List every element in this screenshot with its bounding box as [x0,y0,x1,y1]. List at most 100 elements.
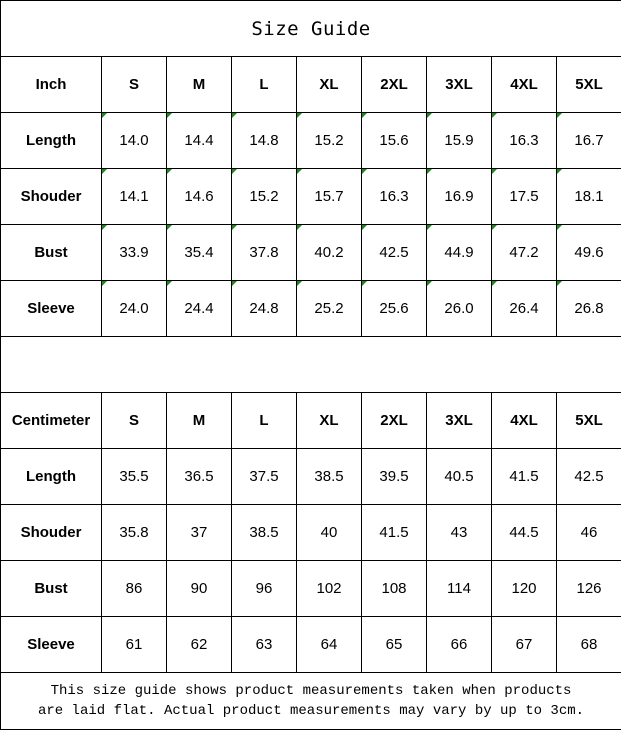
measurement-cell-text: 26.8 [574,300,604,317]
measurement-cell-text: 37.5 [249,468,279,485]
number-as-text-flag-icon [362,225,367,230]
inch-row-shouder: Shouder 14.1 14.6 15.2 15.7 16.3 16.9 17.5 18.1 [0,168,621,225]
measurement-cell: 26.0 [426,280,492,337]
number-as-text-flag-icon [362,281,367,286]
measurement-cell: 37.5 [231,448,297,505]
number-as-text-flag-icon [232,169,237,174]
number-as-text-flag-icon [557,281,562,286]
number-as-text-flag-icon [557,169,562,174]
measurement-cell-text: 18.1 [574,188,604,205]
number-as-text-flag-icon [427,169,432,174]
number-as-text-flag-icon [427,225,432,230]
measurement-cell: 38.5 [231,504,297,561]
measurement-cell-text: 17.5 [509,188,539,205]
unit-header: Inch [0,56,102,113]
measurement-cell: 16.3 [361,168,427,225]
measurement-cell-text: 38.5 [249,524,279,541]
measurement-cell: 102 [296,560,362,617]
size-header-text: 2XL [380,412,408,429]
measurement-cell: 18.1 [555,168,621,225]
inch-row-bust: Bust 33.9 35.4 37.8 40.2 42.5 44.9 47.2 49.6 [0,224,621,281]
measurement-cell-text: 16.9 [444,188,474,205]
measurement-cell-text: 24.0 [119,300,149,317]
measurement-cell-text: 39.5 [379,468,409,485]
footer-line2: are laid flat. Actual product measuremen… [37,703,585,719]
row-label: Sleeve [0,616,102,673]
measurement-cell: 35.8 [101,504,167,561]
size-header: M [166,56,232,113]
row-label-text: Bust [34,244,68,261]
row-label: Length [0,112,102,169]
number-as-text-flag-icon [297,113,302,118]
measurement-cell-text: 96 [255,580,273,597]
measurement-cell: 35.5 [101,448,167,505]
measurement-cell-text: 15.9 [444,132,474,149]
footer-note: This size guide shows product measuremen… [0,672,621,730]
spacer-cell [0,336,621,393]
measurement-cell-text: 33.9 [119,244,149,261]
measurement-cell-text: 68 [580,636,598,653]
measurement-cell-text: 15.2 [249,188,279,205]
size-header-text: M [192,76,206,93]
row-label-text: Shouder [20,524,82,541]
measurement-cell: 26.4 [491,280,557,337]
measurement-cell: 40.2 [296,224,362,281]
row-label-text: Shouder [20,188,82,205]
measurement-cell: 41.5 [491,448,557,505]
number-as-text-flag-icon [557,225,562,230]
measurement-cell-text: 64 [320,636,338,653]
size-header: XL [296,56,362,113]
measurement-cell-text: 47.2 [509,244,539,261]
measurement-cell: 40 [296,504,362,561]
measurement-cell: 17.5 [491,168,557,225]
measurement-cell-text: 67 [515,636,533,653]
row-label-text: Sleeve [27,300,75,317]
measurement-cell: 49.6 [555,224,621,281]
number-as-text-flag-icon [362,113,367,118]
size-header-text: 2XL [380,76,408,93]
measurement-cell: 14.8 [231,112,297,169]
number-as-text-flag-icon [492,281,497,286]
measurement-cell-text: 40.5 [444,468,474,485]
measurement-cell: 96 [231,560,297,617]
measurement-cell-text: 25.2 [314,300,344,317]
measurement-cell-text: 46 [580,524,598,541]
measurement-cell-text: 14.4 [184,132,214,149]
measurement-cell: 16.9 [426,168,492,225]
number-as-text-flag-icon [362,169,367,174]
size-header: 4XL [491,392,557,449]
measurement-cell: 16.3 [491,112,557,169]
measurement-cell: 120 [491,560,557,617]
number-as-text-flag-icon [102,281,107,286]
number-as-text-flag-icon [557,113,562,118]
inch-row-length: Length 14.0 14.4 14.8 15.2 15.6 15.9 16.3 16.7 [0,112,621,169]
measurement-cell: 39.5 [361,448,427,505]
number-as-text-flag-icon [102,113,107,118]
size-header: 5XL [555,392,621,449]
measurement-cell: 108 [361,560,427,617]
measurement-cell-text: 42.5 [574,468,604,485]
measurement-cell-text: 102 [316,580,342,597]
measurement-cell: 14.0 [101,112,167,169]
measurement-cell-text: 61 [125,636,143,653]
size-header-text: 4XL [510,76,538,93]
measurement-cell-text: 41.5 [509,468,539,485]
inch-header-row: Inch S M L XL 2XL 3XL 4XL 5XL [0,56,621,113]
inch-row-sleeve: Sleeve 24.0 24.4 24.8 25.2 25.6 26.0 26.4 26.8 [0,280,621,337]
size-header-text: 5XL [575,412,603,429]
measurement-cell-text: 35.4 [184,244,214,261]
spacer-row [0,336,621,393]
measurement-cell-text: 86 [125,580,143,597]
measurement-cell: 114 [426,560,492,617]
measurement-cell-text: 44.5 [509,524,539,541]
size-header-text: S [128,412,139,429]
measurement-cell-text: 66 [450,636,468,653]
measurement-cell: 14.4 [166,112,232,169]
measurement-cell-text: 35.8 [119,524,149,541]
unit-header-text: Centimeter [11,412,91,429]
row-label: Sleeve [0,280,102,337]
size-header-text: 3XL [445,412,473,429]
row-label-text: Length [26,132,76,149]
